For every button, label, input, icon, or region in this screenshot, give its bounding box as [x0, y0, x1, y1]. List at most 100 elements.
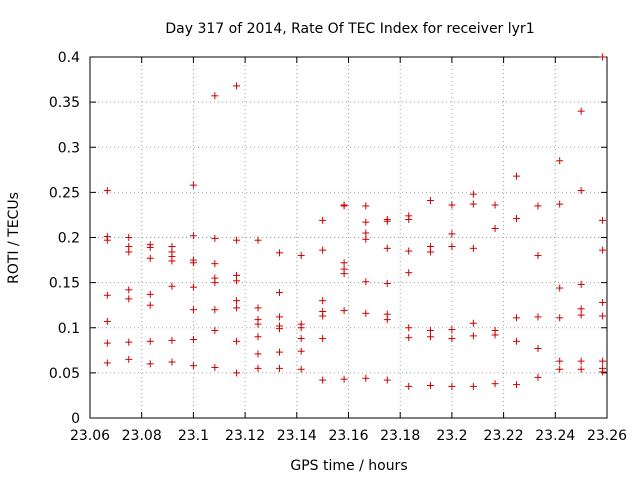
- data-points: [103, 53, 607, 390]
- data-point: [319, 335, 327, 343]
- data-point: [297, 365, 305, 373]
- data-point: [599, 357, 607, 365]
- data-point: [599, 312, 607, 320]
- axis-ticks: [89, 56, 608, 419]
- data-point: [297, 252, 305, 260]
- data-point: [168, 282, 176, 290]
- data-point: [233, 236, 241, 244]
- y-tick-label: 0: [71, 411, 80, 427]
- data-point: [448, 335, 456, 343]
- data-point: [297, 335, 305, 343]
- data-point: [103, 291, 111, 299]
- data-point: [405, 269, 413, 277]
- y-axis-label: ROTI / TECUs: [6, 192, 22, 284]
- data-point: [599, 368, 607, 376]
- data-point: [319, 312, 327, 320]
- data-point: [534, 313, 542, 321]
- data-point: [469, 244, 477, 252]
- data-point: [146, 243, 154, 251]
- data-point: [405, 215, 413, 223]
- data-point: [103, 359, 111, 367]
- data-point: [319, 246, 327, 254]
- data-point: [362, 218, 370, 226]
- data-point: [211, 260, 219, 268]
- data-point: [319, 376, 327, 384]
- grid-lines: [90, 57, 607, 418]
- data-point: [103, 187, 111, 195]
- data-point: [556, 357, 564, 365]
- data-point: [469, 382, 477, 390]
- data-point: [340, 202, 348, 210]
- y-tick-label: 0.35: [49, 95, 80, 111]
- data-point: [211, 92, 219, 100]
- data-point: [233, 277, 241, 285]
- data-point: [254, 320, 262, 328]
- data-point: [577, 357, 585, 365]
- x-tick-label: 23.26: [587, 428, 627, 444]
- x-axis-label: GPS time / hours: [290, 458, 407, 474]
- data-point: [189, 335, 197, 343]
- data-point: [577, 187, 585, 195]
- data-point: [577, 365, 585, 373]
- data-point: [233, 337, 241, 345]
- data-point: [491, 201, 499, 209]
- data-point: [103, 339, 111, 347]
- data-point: [168, 336, 176, 344]
- data-point: [254, 364, 262, 372]
- data-point: [125, 248, 133, 256]
- data-point: [556, 200, 564, 208]
- data-point: [125, 286, 133, 294]
- data-point: [448, 243, 456, 251]
- data-point: [103, 236, 111, 244]
- data-point: [534, 345, 542, 353]
- data-point: [469, 319, 477, 327]
- data-point: [491, 380, 499, 388]
- data-point: [275, 348, 283, 356]
- data-point: [534, 252, 542, 260]
- data-point: [319, 297, 327, 305]
- data-point: [340, 375, 348, 383]
- y-tick-label: 0.3: [58, 140, 80, 156]
- data-point: [448, 326, 456, 334]
- y-tick-label: 0.15: [49, 276, 80, 292]
- data-point: [383, 280, 391, 288]
- data-point: [599, 246, 607, 254]
- data-point: [168, 257, 176, 265]
- data-point: [513, 337, 521, 345]
- data-point: [362, 202, 370, 210]
- data-point: [233, 369, 241, 377]
- data-point: [556, 314, 564, 322]
- x-tick-label: 23.12: [225, 428, 265, 444]
- data-point: [513, 314, 521, 322]
- data-point: [189, 306, 197, 314]
- data-point: [362, 374, 370, 382]
- data-point: [254, 350, 262, 358]
- data-point: [340, 259, 348, 267]
- data-point: [168, 358, 176, 366]
- data-point: [383, 244, 391, 252]
- data-point: [426, 333, 434, 341]
- data-point: [254, 333, 262, 341]
- data-point: [491, 331, 499, 339]
- data-point: [534, 202, 542, 210]
- data-point: [211, 279, 219, 287]
- data-point: [448, 201, 456, 209]
- data-point: [556, 157, 564, 165]
- data-point: [275, 289, 283, 297]
- data-point: [254, 304, 262, 312]
- data-point: [577, 280, 585, 288]
- x-tick-label: 23.24: [535, 428, 575, 444]
- data-point: [383, 217, 391, 225]
- data-point: [211, 326, 219, 334]
- data-point: [577, 305, 585, 313]
- data-point: [383, 316, 391, 324]
- x-tick-label: 23.18: [380, 428, 420, 444]
- data-point: [469, 332, 477, 340]
- data-point: [125, 338, 133, 346]
- data-point: [426, 326, 434, 334]
- y-tick-label: 0.2: [58, 231, 80, 247]
- data-point: [513, 215, 521, 223]
- x-tick-labels: 23.06 23.08 23.1 23.12 23.14 23.16 23.18 23.2 23…: [70, 428, 627, 444]
- data-point: [319, 216, 327, 224]
- data-point: [405, 382, 413, 390]
